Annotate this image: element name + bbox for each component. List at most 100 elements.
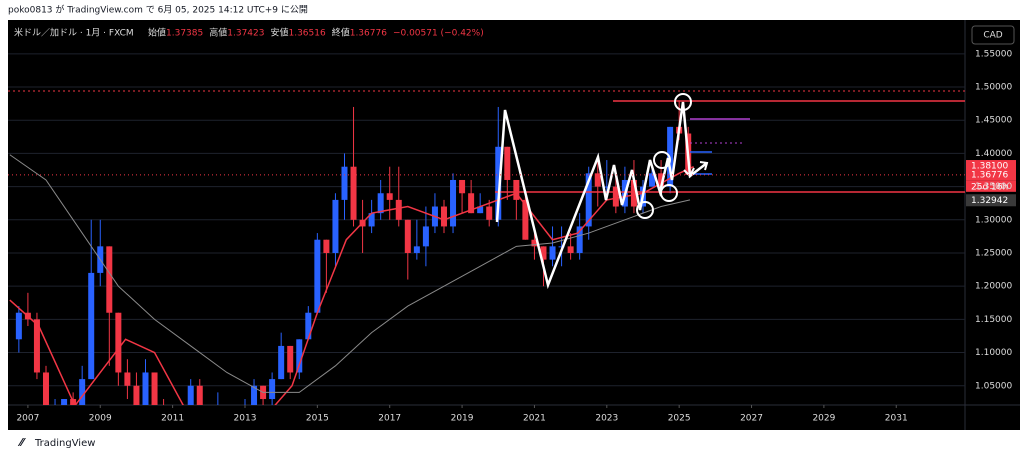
y-tick-label: 1.25000 [975, 248, 1012, 258]
candle-body [567, 246, 574, 253]
moving-average [9, 154, 691, 393]
candle-body [323, 239, 330, 253]
x-tick-label: 2029 [812, 414, 835, 424]
x-tick-label: 2021 [523, 414, 546, 424]
y-tick-label: 1.10000 [975, 348, 1012, 358]
price-tag [966, 194, 1016, 207]
drawings [8, 90, 965, 290]
y-tick-label: 1.20000 [975, 282, 1012, 292]
x-tick-label: 2025 [668, 414, 691, 424]
price-tag-label: 1.32942 [971, 196, 1008, 206]
legend-label: 高値 [209, 27, 227, 39]
candle-body [594, 173, 601, 187]
candle-body [522, 199, 529, 240]
candle-body [350, 166, 357, 220]
publisher: poko0813 が TradingView.com で 6月 05, 2025… [8, 4, 308, 16]
circle [660, 184, 678, 202]
candle-body [477, 206, 484, 214]
candle-body [459, 179, 466, 194]
candle-body [187, 385, 194, 405]
candle-body [341, 166, 348, 200]
candle-body [115, 312, 122, 373]
candle-body [603, 186, 610, 188]
candle-body [576, 226, 583, 253]
candle-body [287, 345, 294, 373]
y-tick-label: 1.05000 [975, 381, 1012, 391]
candle-body [33, 319, 40, 373]
x-tick-label: 2031 [885, 414, 908, 424]
zigzag [495, 101, 708, 290]
candle-body [649, 173, 656, 187]
candle-body [368, 213, 375, 227]
x-tick-label: 2015 [306, 414, 329, 424]
candle-body [540, 246, 547, 260]
candle-body [612, 186, 619, 207]
chart-panel [8, 20, 1020, 430]
price-tag-label: 1.36776 [971, 170, 1008, 180]
countdown: 25d 16h [971, 182, 1008, 192]
candle-body [422, 226, 429, 247]
candle-body [468, 193, 475, 214]
candle-body [450, 179, 457, 227]
currency-button[interactable] [971, 25, 1015, 45]
chart-title: 米ドル／加ドル · 1月 · FXCM [14, 27, 134, 39]
candle-body [296, 339, 303, 373]
candle-body [269, 379, 276, 400]
candle-body [513, 179, 520, 200]
legend-label: 始値 [148, 27, 166, 39]
y-tick-label: 1.55000 [975, 49, 1012, 59]
x-tick-label: 2023 [595, 414, 618, 424]
candle-body [305, 312, 312, 340]
circle [653, 151, 671, 169]
currency[interactable]: CAD [983, 31, 1002, 41]
candle-body [278, 345, 285, 380]
y-tick-label: 1.50000 [975, 83, 1012, 93]
candle-body [504, 146, 511, 180]
arrow-head [699, 161, 709, 171]
legend-value: 1.37423 [227, 29, 264, 39]
candle-body [440, 206, 447, 227]
brand: TradingView [34, 438, 95, 449]
x-tick-label: 2017 [378, 414, 401, 424]
legend-value: −0.00571 (−0.42%) [393, 29, 484, 39]
candle-body [413, 246, 420, 253]
legend-value: 1.37385 [166, 29, 203, 39]
candle-body [531, 239, 538, 247]
x-tick-label: 2011 [161, 414, 184, 424]
y-tick-label: 1.15000 [975, 315, 1012, 325]
plot-area [8, 53, 965, 405]
candle-body [61, 399, 68, 405]
y-tick-label: 1.35000 [975, 182, 1012, 192]
y-tick-label: 1.40000 [975, 149, 1012, 159]
legend-value: 1.36516 [288, 29, 325, 39]
candle-body [79, 379, 86, 405]
candle-body [630, 179, 637, 207]
price-tag [966, 168, 1016, 181]
candle-body [658, 173, 665, 187]
legend-label: 安値 [270, 27, 288, 39]
circle [674, 93, 692, 111]
candle-body [142, 372, 149, 405]
candle-body [133, 385, 140, 405]
candle-body [395, 199, 402, 220]
candle-body [332, 199, 339, 253]
legend-value: 1.36776 [350, 29, 387, 39]
candle-body [124, 372, 131, 386]
candle-body [486, 206, 493, 220]
candle-body [404, 219, 411, 253]
arrow-head [683, 167, 695, 178]
candle-body [377, 193, 384, 214]
y-tick-label: 1.30000 [975, 215, 1012, 225]
countdown-bg [966, 180, 1016, 192]
circle [636, 201, 654, 219]
x-tick-label: 2019 [451, 414, 474, 424]
brand: ⁄⁄ [17, 436, 27, 449]
candle-body [106, 246, 113, 313]
x-tick-label: 2007 [16, 414, 39, 424]
legend-label: 終値 [332, 27, 350, 39]
x-tick-label: 2013 [234, 414, 257, 424]
moving-average [9, 166, 694, 405]
candle-body [314, 239, 321, 313]
candle-body [196, 385, 203, 405]
